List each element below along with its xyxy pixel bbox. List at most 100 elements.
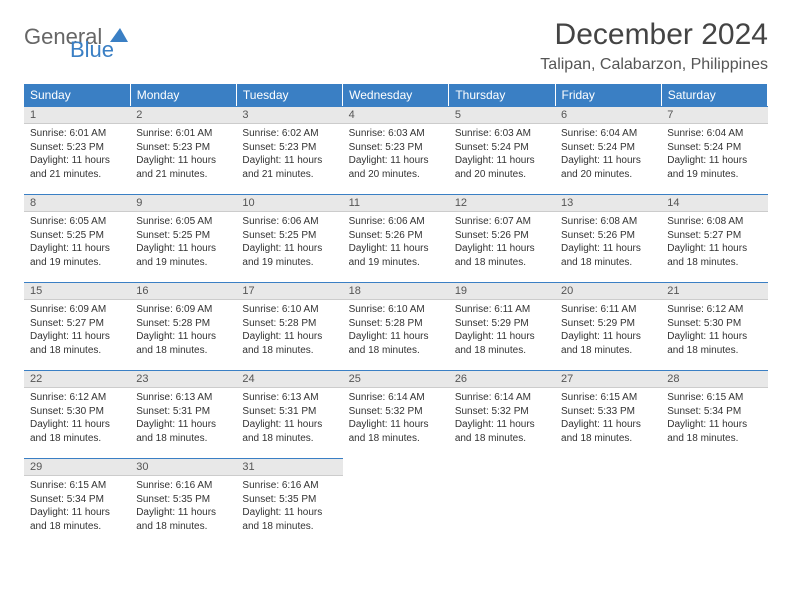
day-number: 18 (343, 282, 449, 300)
day-content: Sunrise: 6:11 AMSunset: 5:29 PMDaylight:… (449, 300, 555, 363)
header: General Blue December 2024 Talipan, Cala… (24, 18, 768, 74)
day-number: 28 (661, 370, 767, 388)
calendar-week-row: 22Sunrise: 6:12 AMSunset: 5:30 PMDayligh… (24, 370, 768, 458)
day-number: 20 (555, 282, 661, 300)
day-number: 10 (236, 194, 342, 212)
day-number: 8 (24, 194, 130, 212)
weekday-header-row: Sunday Monday Tuesday Wednesday Thursday… (24, 84, 768, 106)
day-content: Sunrise: 6:04 AMSunset: 5:24 PMDaylight:… (661, 124, 767, 187)
calendar-table: Sunday Monday Tuesday Wednesday Thursday… (24, 84, 768, 546)
day-content: Sunrise: 6:15 AMSunset: 5:33 PMDaylight:… (555, 388, 661, 451)
calendar-cell: 9Sunrise: 6:05 AMSunset: 5:25 PMDaylight… (130, 194, 236, 282)
day-content: Sunrise: 6:09 AMSunset: 5:28 PMDaylight:… (130, 300, 236, 363)
day-content: Sunrise: 6:08 AMSunset: 5:27 PMDaylight:… (661, 212, 767, 275)
day-number: 14 (661, 194, 767, 212)
calendar-cell: 16Sunrise: 6:09 AMSunset: 5:28 PMDayligh… (130, 282, 236, 370)
day-content: Sunrise: 6:13 AMSunset: 5:31 PMDaylight:… (130, 388, 236, 451)
day-content: Sunrise: 6:14 AMSunset: 5:32 PMDaylight:… (343, 388, 449, 451)
calendar-cell (661, 458, 767, 546)
calendar-cell: 31Sunrise: 6:16 AMSunset: 5:35 PMDayligh… (236, 458, 342, 546)
day-number: 23 (130, 370, 236, 388)
calendar-week-row: 15Sunrise: 6:09 AMSunset: 5:27 PMDayligh… (24, 282, 768, 370)
calendar-cell: 19Sunrise: 6:11 AMSunset: 5:29 PMDayligh… (449, 282, 555, 370)
day-content: Sunrise: 6:01 AMSunset: 5:23 PMDaylight:… (24, 124, 130, 187)
day-content: Sunrise: 6:06 AMSunset: 5:25 PMDaylight:… (236, 212, 342, 275)
title-block: December 2024 Talipan, Calabarzon, Phili… (540, 18, 768, 74)
calendar-week-row: 8Sunrise: 6:05 AMSunset: 5:25 PMDaylight… (24, 194, 768, 282)
day-number: 9 (130, 194, 236, 212)
day-content: Sunrise: 6:08 AMSunset: 5:26 PMDaylight:… (555, 212, 661, 275)
calendar-cell: 1Sunrise: 6:01 AMSunset: 5:23 PMDaylight… (24, 106, 130, 194)
col-thursday: Thursday (449, 84, 555, 106)
day-content: Sunrise: 6:12 AMSunset: 5:30 PMDaylight:… (661, 300, 767, 363)
calendar-cell: 5Sunrise: 6:03 AMSunset: 5:24 PMDaylight… (449, 106, 555, 194)
calendar-cell: 22Sunrise: 6:12 AMSunset: 5:30 PMDayligh… (24, 370, 130, 458)
calendar-cell: 7Sunrise: 6:04 AMSunset: 5:24 PMDaylight… (661, 106, 767, 194)
day-number: 7 (661, 106, 767, 124)
day-content: Sunrise: 6:05 AMSunset: 5:25 PMDaylight:… (130, 212, 236, 275)
calendar-cell: 24Sunrise: 6:13 AMSunset: 5:31 PMDayligh… (236, 370, 342, 458)
day-number: 15 (24, 282, 130, 300)
calendar-cell: 27Sunrise: 6:15 AMSunset: 5:33 PMDayligh… (555, 370, 661, 458)
day-number: 24 (236, 370, 342, 388)
calendar-cell: 29Sunrise: 6:15 AMSunset: 5:34 PMDayligh… (24, 458, 130, 546)
calendar-cell: 21Sunrise: 6:12 AMSunset: 5:30 PMDayligh… (661, 282, 767, 370)
day-content: Sunrise: 6:02 AMSunset: 5:23 PMDaylight:… (236, 124, 342, 187)
day-content: Sunrise: 6:03 AMSunset: 5:24 PMDaylight:… (449, 124, 555, 187)
day-content: Sunrise: 6:05 AMSunset: 5:25 PMDaylight:… (24, 212, 130, 275)
calendar-week-row: 1Sunrise: 6:01 AMSunset: 5:23 PMDaylight… (24, 106, 768, 194)
day-number: 11 (343, 194, 449, 212)
page-title: December 2024 (540, 18, 768, 52)
day-number: 25 (343, 370, 449, 388)
day-content: Sunrise: 6:01 AMSunset: 5:23 PMDaylight:… (130, 124, 236, 187)
calendar-cell: 20Sunrise: 6:11 AMSunset: 5:29 PMDayligh… (555, 282, 661, 370)
col-saturday: Saturday (661, 84, 767, 106)
day-number: 2 (130, 106, 236, 124)
day-content: Sunrise: 6:10 AMSunset: 5:28 PMDaylight:… (343, 300, 449, 363)
day-number: 6 (555, 106, 661, 124)
day-number: 29 (24, 458, 130, 476)
calendar-cell: 6Sunrise: 6:04 AMSunset: 5:24 PMDaylight… (555, 106, 661, 194)
calendar-week-row: 29Sunrise: 6:15 AMSunset: 5:34 PMDayligh… (24, 458, 768, 546)
day-content: Sunrise: 6:16 AMSunset: 5:35 PMDaylight:… (130, 476, 236, 539)
calendar-cell: 18Sunrise: 6:10 AMSunset: 5:28 PMDayligh… (343, 282, 449, 370)
logo-text-blue: Blue (70, 37, 114, 62)
day-content: Sunrise: 6:10 AMSunset: 5:28 PMDaylight:… (236, 300, 342, 363)
col-tuesday: Tuesday (236, 84, 342, 106)
day-content: Sunrise: 6:14 AMSunset: 5:32 PMDaylight:… (449, 388, 555, 451)
day-number: 31 (236, 458, 342, 476)
calendar-cell: 15Sunrise: 6:09 AMSunset: 5:27 PMDayligh… (24, 282, 130, 370)
day-number: 19 (449, 282, 555, 300)
calendar-cell: 10Sunrise: 6:06 AMSunset: 5:25 PMDayligh… (236, 194, 342, 282)
logo: General Blue (24, 24, 130, 50)
calendar-cell: 25Sunrise: 6:14 AMSunset: 5:32 PMDayligh… (343, 370, 449, 458)
day-number: 12 (449, 194, 555, 212)
day-content: Sunrise: 6:11 AMSunset: 5:29 PMDaylight:… (555, 300, 661, 363)
day-number: 30 (130, 458, 236, 476)
day-content: Sunrise: 6:15 AMSunset: 5:34 PMDaylight:… (661, 388, 767, 451)
day-content: Sunrise: 6:15 AMSunset: 5:34 PMDaylight:… (24, 476, 130, 539)
day-number: 16 (130, 282, 236, 300)
calendar-cell: 30Sunrise: 6:16 AMSunset: 5:35 PMDayligh… (130, 458, 236, 546)
calendar-cell: 12Sunrise: 6:07 AMSunset: 5:26 PMDayligh… (449, 194, 555, 282)
calendar-cell (555, 458, 661, 546)
calendar-cell: 23Sunrise: 6:13 AMSunset: 5:31 PMDayligh… (130, 370, 236, 458)
calendar-cell: 13Sunrise: 6:08 AMSunset: 5:26 PMDayligh… (555, 194, 661, 282)
calendar-cell: 28Sunrise: 6:15 AMSunset: 5:34 PMDayligh… (661, 370, 767, 458)
day-number: 5 (449, 106, 555, 124)
col-monday: Monday (130, 84, 236, 106)
day-content: Sunrise: 6:09 AMSunset: 5:27 PMDaylight:… (24, 300, 130, 363)
day-number: 21 (661, 282, 767, 300)
calendar-cell: 2Sunrise: 6:01 AMSunset: 5:23 PMDaylight… (130, 106, 236, 194)
calendar-cell: 14Sunrise: 6:08 AMSunset: 5:27 PMDayligh… (661, 194, 767, 282)
day-number: 26 (449, 370, 555, 388)
day-content: Sunrise: 6:07 AMSunset: 5:26 PMDaylight:… (449, 212, 555, 275)
calendar-cell (343, 458, 449, 546)
day-number: 17 (236, 282, 342, 300)
col-wednesday: Wednesday (343, 84, 449, 106)
col-friday: Friday (555, 84, 661, 106)
calendar-cell: 3Sunrise: 6:02 AMSunset: 5:23 PMDaylight… (236, 106, 342, 194)
day-content: Sunrise: 6:16 AMSunset: 5:35 PMDaylight:… (236, 476, 342, 539)
calendar-cell: 17Sunrise: 6:10 AMSunset: 5:28 PMDayligh… (236, 282, 342, 370)
day-content: Sunrise: 6:03 AMSunset: 5:23 PMDaylight:… (343, 124, 449, 187)
